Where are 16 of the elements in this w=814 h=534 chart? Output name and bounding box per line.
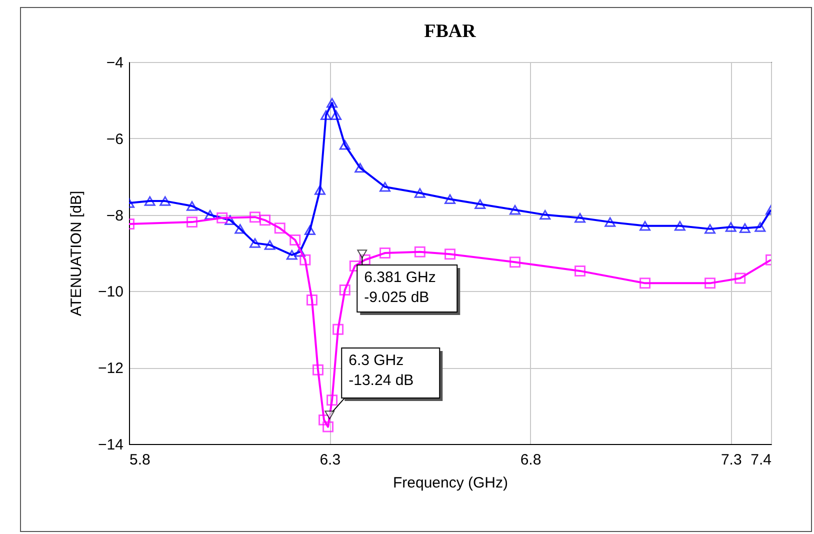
y-tick-label: −12 <box>98 360 124 378</box>
y-tick-label: −14 <box>98 436 124 454</box>
x-tick-label: 7.4 <box>750 452 772 468</box>
x-tick-label: 5.8 <box>130 452 150 468</box>
y-tick-label: −6 <box>106 130 124 148</box>
y-tick-label: −4 <box>106 54 124 72</box>
chart-title: FBAR <box>424 21 476 42</box>
y-tick-label: −8 <box>106 207 124 224</box>
annotation: 6.381 GHz -9.025 dB <box>364 268 436 306</box>
x-axis-title: Frequency (GHz) <box>392 474 508 492</box>
y-axis-title: ATENUATION [dB] <box>68 190 86 316</box>
annotation: 6.3 GHz -13.24 dB <box>348 352 414 389</box>
x-tick-label: 7.3 <box>720 452 742 468</box>
x-tick-label: 6.3 <box>320 452 341 468</box>
x-tick-label: 6.8 <box>520 452 542 468</box>
y-tick-label: −10 <box>98 284 124 301</box>
